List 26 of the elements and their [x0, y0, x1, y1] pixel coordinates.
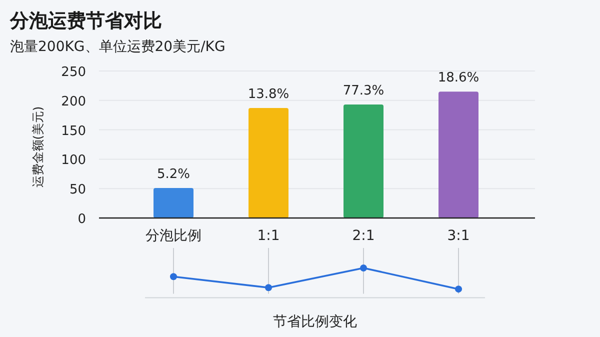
x-tick-label: 1:1 [257, 228, 280, 244]
x-tick-label: 分泡比例 [146, 228, 202, 244]
point [265, 284, 272, 292]
annotation: 13.8% [248, 87, 290, 102]
y-tick-label: 50 [69, 182, 86, 198]
annotation: 18.6% [438, 70, 480, 86]
point [170, 273, 177, 280]
point [360, 264, 367, 272]
x-axis-title: 节省比例变化 [273, 314, 357, 330]
bar [438, 92, 478, 218]
y-tick-label: 200 [61, 94, 86, 110]
y-axis-title: 运费金额(美元) [31, 106, 45, 188]
x-tick-label: 2:1 [352, 228, 375, 244]
y-tick-label: 0 [78, 212, 86, 227]
annotation: 5.2% [156, 167, 190, 182]
bar [248, 108, 288, 218]
annotation: 77.3% [342, 84, 384, 99]
bar [344, 104, 384, 218]
chart-subtitle: 泡量200KG、单位运费20美元/KG [10, 39, 226, 55]
y-tick-label: 250 [61, 65, 86, 80]
x-tick-label: 3:1 [447, 228, 470, 244]
y-tick-label: 100 [61, 153, 86, 168]
bar [154, 188, 194, 218]
y-tick-label: 150 [61, 124, 86, 139]
point [455, 286, 462, 293]
chart-title: 分泡运费节省对比 [9, 10, 162, 32]
